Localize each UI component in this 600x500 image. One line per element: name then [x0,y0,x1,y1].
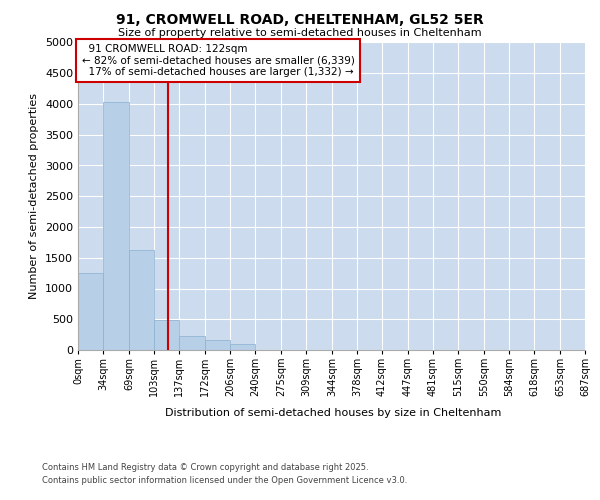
Text: 91 CROMWELL ROAD: 122sqm
← 82% of semi-detached houses are smaller (6,339)
  17%: 91 CROMWELL ROAD: 122sqm ← 82% of semi-d… [82,44,355,77]
Bar [179,336,205,350]
Text: 91, CROMWELL ROAD, CHELTENHAM, GL52 5ER: 91, CROMWELL ROAD, CHELTENHAM, GL52 5ER [116,12,484,26]
Text: Distribution of semi-detached houses by size in Cheltenham: Distribution of semi-detached houses by … [165,408,501,418]
Bar [78,273,103,350]
Bar [103,102,129,350]
Text: Contains HM Land Registry data © Crown copyright and database right 2025.: Contains HM Land Registry data © Crown c… [42,462,368,471]
Bar [230,344,255,350]
Y-axis label: Number of semi-detached properties: Number of semi-detached properties [29,93,40,299]
Bar [154,320,179,350]
Text: Size of property relative to semi-detached houses in Cheltenham: Size of property relative to semi-detach… [118,28,482,38]
Bar [205,340,230,350]
Text: Contains public sector information licensed under the Open Government Licence v3: Contains public sector information licen… [42,476,407,485]
Bar [129,250,154,350]
